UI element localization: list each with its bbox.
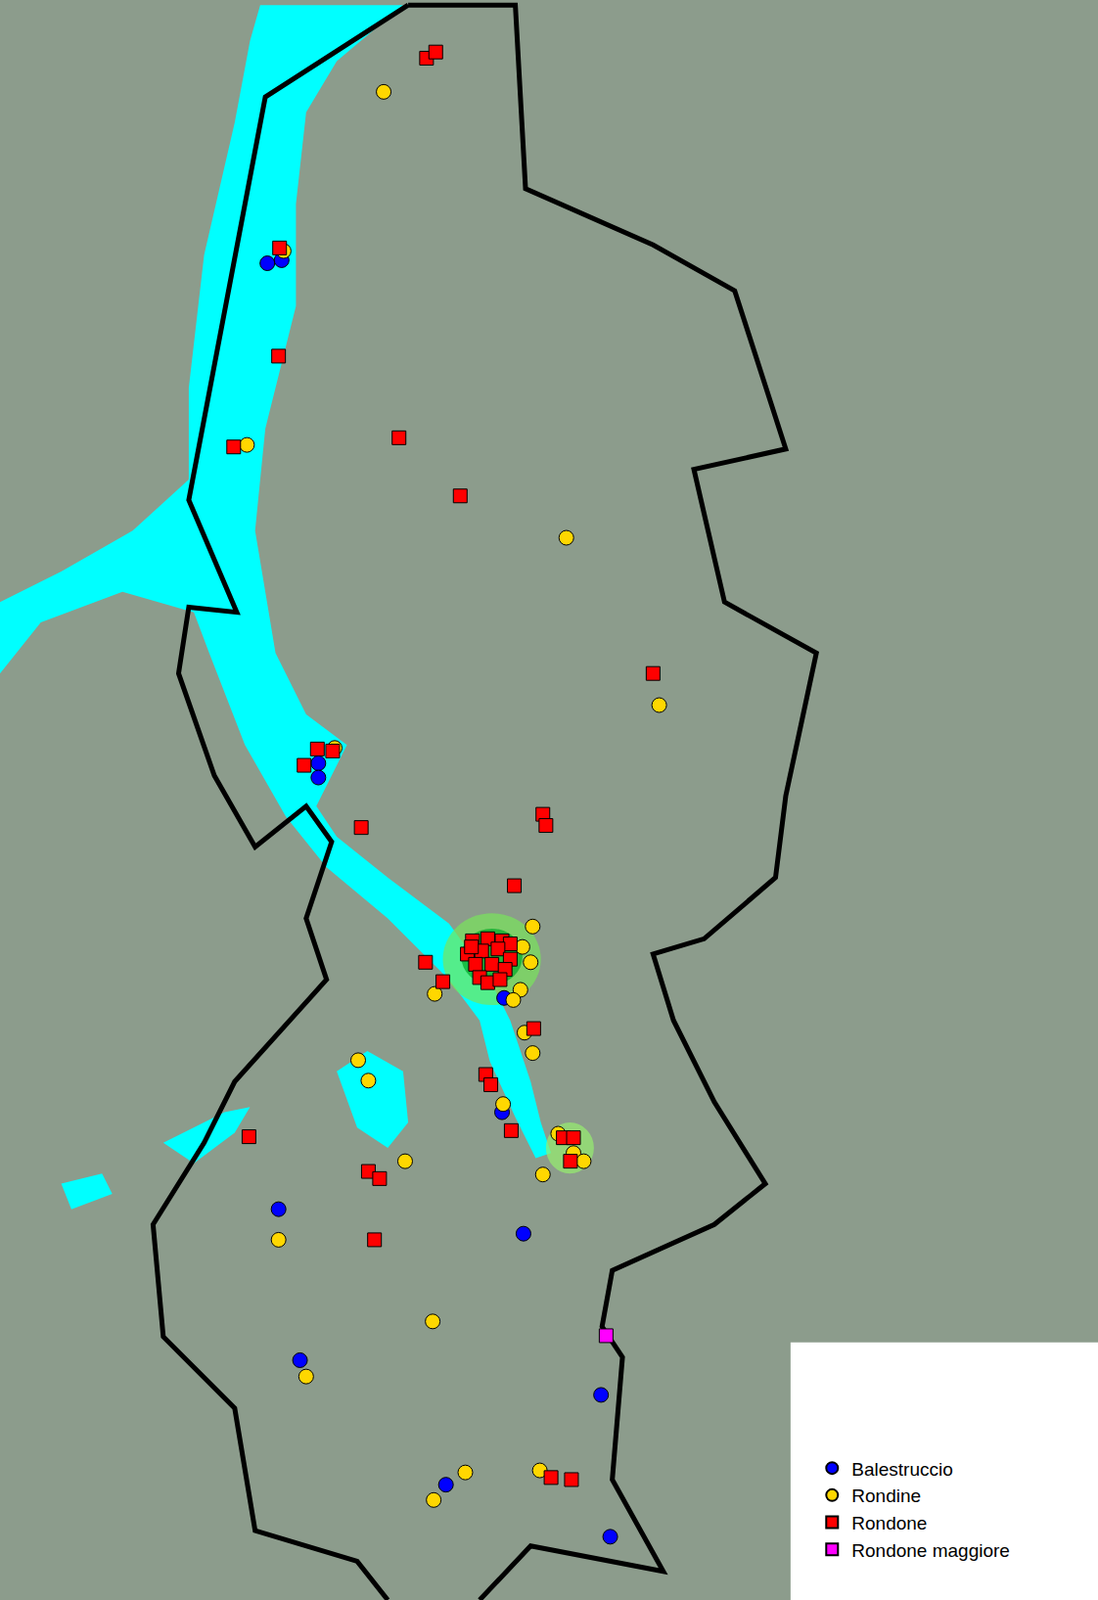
svg-text:Balestruccio: Balestruccio [851, 1459, 954, 1480]
svg-text:Rondine: Rondine [851, 1485, 921, 1507]
svg-text:Rondone maggiore: Rondone maggiore [851, 1540, 1010, 1561]
svg-text:Rondone: Rondone [851, 1512, 927, 1534]
